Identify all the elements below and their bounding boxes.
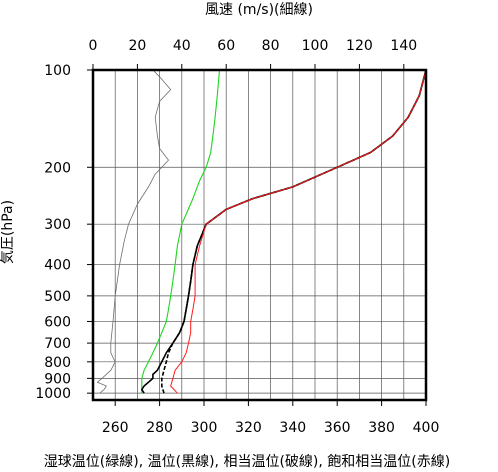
bottom-tick-label: 300 [191, 420, 218, 436]
bottom-axis-title: 湿球温位(緑線), 温位(黒線), 相当温位(破線), 飽和相当温位(赤線) [44, 453, 450, 470]
bottom-tick-label: 400 [413, 420, 440, 436]
top-tick-label: 140 [390, 38, 417, 54]
series-theta-es [170, 69, 427, 394]
y-tick-label: 600 [44, 314, 71, 330]
y-tick-label: 1000 [35, 386, 71, 402]
y-tick-label: 900 [44, 371, 71, 387]
plot-frame [91, 68, 428, 402]
top-tick-label: 80 [262, 38, 280, 54]
tick-labels: 0 20 40 60 80 100 120 140 260 280 300 320 340 360 380 4… [35, 38, 439, 436]
series-theta [141, 69, 427, 394]
top-axis-title: 風速 (m/s)(細線) [205, 2, 313, 18]
series-wet-bulb-theta [141, 69, 221, 394]
bottom-tick-label: 320 [235, 420, 262, 436]
bottom-tick-label: 280 [146, 420, 173, 436]
y-tick-label: 800 [44, 355, 71, 371]
y-tick-label: 200 [44, 160, 71, 176]
top-tick-label: 120 [346, 38, 373, 54]
grid-lines [92, 69, 427, 400]
y-axis-title: 気圧(hPa) [0, 200, 16, 264]
bottom-tick-label: 380 [368, 420, 395, 436]
tick-marks [87, 64, 427, 406]
top-tick-label: 60 [217, 38, 235, 54]
top-tick-label: 0 [89, 38, 98, 54]
y-tick-label: 100 [44, 63, 71, 79]
series-theta-e [161, 69, 427, 394]
series-group [97, 69, 427, 394]
bottom-tick-label: 360 [324, 420, 351, 436]
y-tick-label: 700 [44, 336, 71, 352]
y-tick-label: 400 [44, 258, 71, 274]
series-wind [97, 69, 172, 394]
bottom-tick-label: 260 [102, 420, 129, 436]
top-tick-label: 20 [128, 38, 146, 54]
top-tick-label: 100 [302, 38, 329, 54]
y-tick-label: 500 [44, 289, 71, 305]
top-tick-label: 40 [173, 38, 191, 54]
y-tick-label: 300 [44, 217, 71, 233]
bottom-tick-label: 340 [279, 420, 306, 436]
